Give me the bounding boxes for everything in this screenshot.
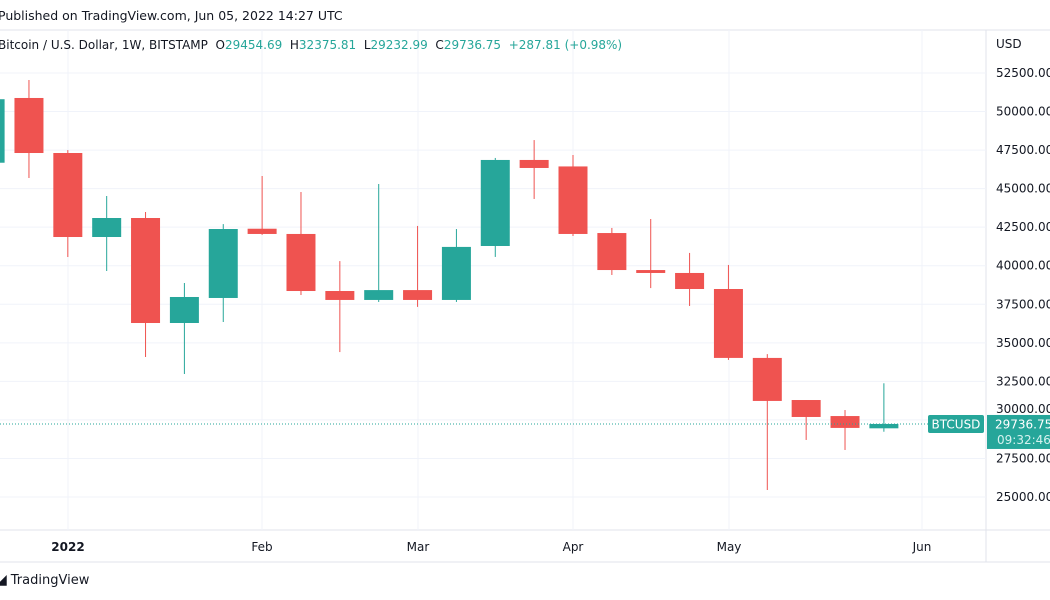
candle [675,252,705,306]
x-tick-label: Feb [251,540,272,554]
candle [480,157,510,257]
low-label: L [363,38,371,52]
candle-body [131,218,161,324]
x-tick-label: Jun [912,540,932,554]
y-tick-label: 52500.00 [996,66,1050,80]
y-tick-label: 35000.00 [996,336,1050,350]
y-tick-label: 32500.00 [996,374,1050,388]
candle-body [480,159,510,246]
symbol-tag [928,414,984,433]
candle-body [14,97,44,154]
candle-body [597,233,627,271]
candle-body [558,166,588,234]
candle [286,192,316,296]
countdown-value: 09:32:46 [997,433,1050,447]
candle-body [441,246,471,300]
candle-body [92,218,122,238]
symbol-title: Bitcoin / U.S. Dollar, 1W, BITSTAMP [0,38,208,52]
candle [636,219,666,289]
candle [752,354,782,491]
candle-body [675,272,705,290]
candle-body [0,99,5,163]
candle-body [325,291,355,300]
candle [208,224,238,323]
candle [403,225,433,307]
candle [14,79,44,178]
y-tick-label: 25000.00 [996,490,1050,504]
close-value: 29736.75 [443,38,502,52]
candle-body [519,159,549,168]
candle-body [247,228,277,234]
y-tick-label: 45000.00 [996,182,1050,196]
candle [169,282,199,375]
candle-body [830,416,860,428]
y-tick-label: 42500.00 [996,220,1050,234]
candle [131,212,161,357]
open-value: 29454.69 [224,38,283,52]
candle [247,175,277,235]
y-tick-label: 37500.00 [996,297,1050,311]
low-value: 29232.99 [370,38,428,52]
y-tick-label: 30000.00 [996,402,1050,416]
price-tag [987,414,1050,449]
y-tick-label: 40000.00 [996,259,1050,273]
x-tick-label: 2022 [51,540,84,554]
candle-body [752,357,782,401]
open-label: O [215,38,225,52]
candle [830,410,860,450]
y-tick-label: 27500.00 [996,451,1050,465]
candle-body [869,423,899,429]
candle [791,400,821,440]
change-value: +287.81 (+0.98%) [508,38,623,52]
candle-body [53,153,83,238]
candle [0,99,5,163]
candle [519,140,549,199]
y-tick-label: 50000.00 [996,105,1050,119]
published-caption: Published on TradingView.com, Jun 05, 20… [0,8,343,23]
x-tick-label: May [717,540,742,554]
close-label: C [435,38,444,52]
candle-body [791,400,821,417]
candle [558,155,588,236]
candle [92,196,122,271]
candle [325,261,355,353]
high-value: 32375.81 [298,38,357,52]
candle-body [403,290,433,300]
symbol-legend: Bitcoin / U.S. Dollar, 1W, BITSTAMP O294… [0,38,622,52]
candle [597,227,627,275]
tradingview-logo-icon: ◢ [0,572,7,588]
price-tag-value: 29736.75 [995,417,1050,431]
candle [713,264,743,360]
candle-body [364,290,394,300]
high-label: H [289,38,299,52]
candle-body [636,270,666,273]
candle [441,229,471,302]
candle-body [169,296,199,324]
candle-body [286,233,316,292]
candle [364,184,394,302]
currency-label: USD [996,37,1022,51]
brand-name: TradingView [10,572,90,588]
candle-body [208,228,238,298]
y-tick-label: 47500.00 [996,143,1050,157]
x-tick-label: Apr [563,540,584,554]
candle-body [713,289,743,358]
candle [869,383,899,432]
symbol-tag-label: BTCUSD [932,417,981,431]
x-tick-label: Mar [407,540,430,554]
footer-logo[interactable]: ◢ TradingView [0,572,89,588]
candle [53,150,83,257]
